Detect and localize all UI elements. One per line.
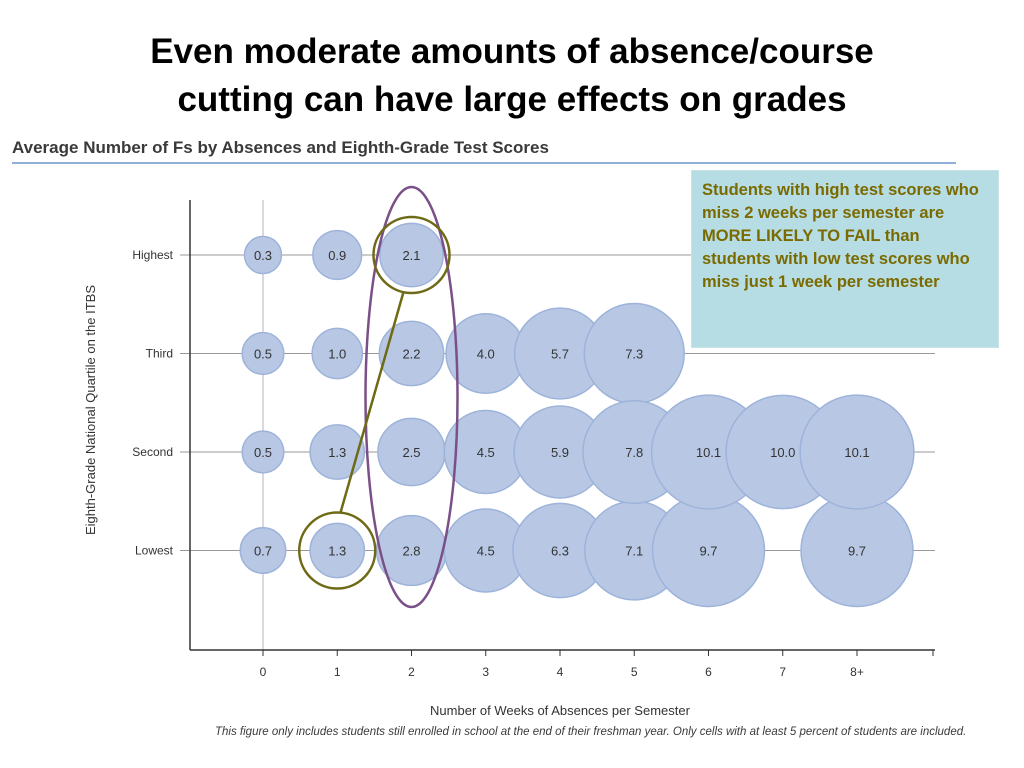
data-label: 7.1 [625,544,643,559]
slide-title-line-1: Even moderate amounts of absence/course [150,32,874,71]
x-tick-label: 2 [408,665,415,679]
data-label: 2.8 [402,544,420,559]
chart-title-rule [12,162,956,164]
y-tick-label: Highest [132,248,173,262]
x-tick-label: 4 [557,665,564,679]
bubble-lowest-1 [309,522,366,579]
data-label: 2.5 [402,445,420,460]
data-label: 9.7 [699,544,717,559]
data-label: 4.5 [477,445,495,460]
data-label: 0.7 [254,544,272,559]
bubble-lowest-0 [239,527,287,574]
x-axis-title: Number of Weeks of Absences per Semester [430,703,691,718]
data-label: 2.2 [402,347,420,362]
slide-title-line-2: cutting can have large effects on grades [177,80,847,119]
data-label: 0.5 [254,445,272,460]
data-label: 10.1 [844,445,869,460]
x-tick-label: 8+ [850,665,864,679]
data-label: 0.3 [254,248,272,263]
data-label: 0.5 [254,347,272,362]
data-label: 10.1 [696,445,721,460]
x-tick-label: 6 [705,665,712,679]
y-tick-label: Lowest [135,544,174,558]
data-label: 5.7 [551,347,569,362]
x-tick-label: 7 [779,665,786,679]
data-label: 1.3 [328,544,346,559]
data-label: 6.3 [551,544,569,559]
highlight-connector-line [339,291,405,514]
data-label: 10.0 [770,445,795,460]
data-label: 0.9 [328,248,346,263]
data-label: 4.5 [477,544,495,559]
highlight-ellipse-column-2 [364,185,459,609]
data-label: 4.0 [477,347,495,362]
bubble-third-1 [311,327,364,380]
callout-box: Students with high test scores who miss … [691,170,999,348]
x-tick-label: 5 [631,665,638,679]
x-tick-label: 3 [482,665,489,679]
x-tick-label: 1 [334,665,341,679]
bubble-second-1 [309,424,366,480]
y-axis-title: Eighth-Grade National Quartile on the IT… [83,285,98,535]
data-label: 2.1 [402,248,420,263]
data-label: 5.9 [551,445,569,460]
bubble-second-8+ [799,394,915,510]
bubble-highest-0 [243,235,283,275]
bubble-second-0 [241,430,285,474]
chart-title: Average Number of Fs by Absences and Eig… [12,138,549,157]
data-label: 7.8 [625,445,643,460]
callout-text: Students with high test scores who miss … [702,181,979,291]
y-tick-label: Third [146,347,173,361]
y-tick-label: Second [132,445,173,459]
highlight-circle-highest-2 [372,215,451,295]
highlight-circle-lowest-1 [298,511,377,590]
bubble-third-0 [241,331,285,376]
bubble-third-2 [378,320,445,387]
bubble-highest-1 [312,229,363,281]
data-label: 1.0 [328,347,346,362]
data-label: 7.3 [625,347,643,362]
chart-footnote: This figure only includes students still… [215,726,967,738]
x-tick-label: 0 [260,665,267,679]
slide-title: Even moderate amounts of absence/course … [0,28,1024,124]
bubble-highest-2 [379,222,444,288]
data-label: 9.7 [848,544,866,559]
data-label: 1.3 [328,445,346,460]
